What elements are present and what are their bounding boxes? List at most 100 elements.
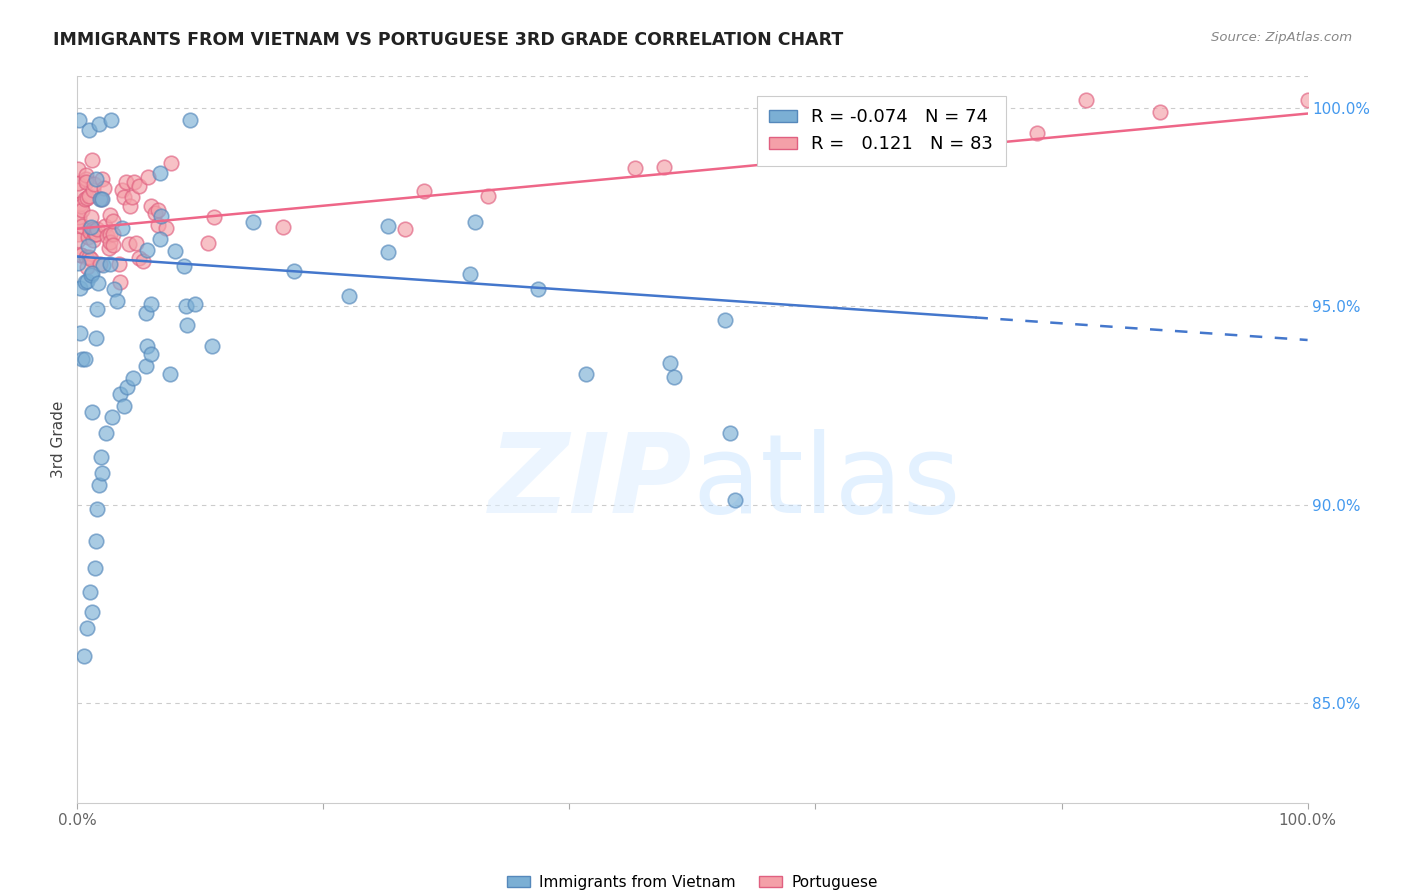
- Point: [273, 220, 295, 235]
- Point: [94, 426, 117, 441]
- Point: [67, 161, 90, 176]
- Point: [135, 306, 157, 320]
- Point: [173, 260, 195, 274]
- Point: [136, 339, 159, 353]
- Point: [135, 243, 157, 257]
- Point: [122, 175, 145, 189]
- Point: [337, 289, 360, 303]
- Point: [90, 192, 112, 206]
- Point: [86, 301, 108, 316]
- Point: [67, 112, 90, 127]
- Point: [84, 533, 107, 548]
- Point: [662, 370, 685, 384]
- Point: [79, 221, 101, 235]
- Point: [128, 252, 150, 266]
- Point: [165, 244, 187, 259]
- Point: [90, 450, 112, 465]
- Point: [76, 621, 98, 635]
- Point: [83, 223, 105, 237]
- Point: [179, 112, 201, 127]
- Point: [77, 229, 100, 244]
- Point: [143, 206, 166, 220]
- Text: atlas: atlas: [693, 429, 960, 536]
- Point: [70, 199, 93, 213]
- Point: [201, 339, 224, 353]
- Point: [93, 258, 115, 272]
- Point: [80, 605, 103, 619]
- Point: [75, 351, 97, 366]
- Point: [82, 183, 104, 197]
- Point: [70, 203, 93, 218]
- Point: [82, 233, 104, 247]
- Point: [159, 368, 181, 382]
- Point: [98, 235, 121, 249]
- Point: [75, 169, 97, 183]
- Point: [77, 189, 100, 203]
- Point: [111, 183, 134, 197]
- Point: [84, 171, 107, 186]
- Point: [202, 210, 225, 224]
- Point: [100, 112, 122, 127]
- Point: [67, 256, 90, 270]
- Point: [80, 266, 103, 280]
- Point: [659, 356, 682, 370]
- Point: [76, 274, 98, 288]
- Point: [69, 326, 91, 340]
- Point: [82, 222, 104, 236]
- Point: [114, 190, 136, 204]
- Point: [394, 222, 416, 236]
- Point: [575, 368, 598, 382]
- Point: [91, 466, 114, 480]
- Point: [70, 247, 93, 261]
- Point: [79, 585, 101, 599]
- Point: [66, 227, 89, 242]
- Point: [79, 225, 101, 239]
- Point: [952, 139, 974, 153]
- Point: [527, 282, 550, 296]
- Point: [73, 275, 96, 289]
- Point: [76, 239, 98, 253]
- Point: [87, 277, 110, 291]
- Point: [80, 252, 103, 266]
- Point: [86, 222, 108, 236]
- Point: [110, 275, 132, 289]
- Point: [75, 171, 97, 186]
- Point: [112, 399, 135, 413]
- Point: [117, 380, 139, 394]
- Point: [91, 172, 114, 186]
- Point: [118, 237, 141, 252]
- Point: [128, 178, 150, 193]
- Point: [105, 293, 128, 308]
- Point: [87, 478, 110, 492]
- Point: [1149, 104, 1171, 119]
- Point: [141, 199, 163, 213]
- Point: [724, 492, 747, 507]
- Point: [82, 153, 104, 168]
- Point: [160, 156, 183, 170]
- Point: [108, 257, 131, 271]
- Point: [103, 214, 125, 228]
- Point: [115, 175, 138, 189]
- Point: [73, 193, 96, 207]
- Text: Source: ZipAtlas.com: Source: ZipAtlas.com: [1212, 31, 1353, 45]
- Point: [714, 313, 737, 327]
- Point: [121, 190, 143, 204]
- Point: [1076, 93, 1098, 107]
- Point: [101, 227, 124, 241]
- Point: [464, 214, 486, 228]
- Point: [183, 297, 205, 311]
- Point: [652, 160, 675, 174]
- Point: [66, 183, 89, 197]
- Point: [718, 426, 741, 441]
- Point: [283, 264, 305, 278]
- Point: [75, 175, 97, 189]
- Point: [1296, 93, 1319, 107]
- Point: [100, 208, 122, 222]
- Point: [108, 386, 131, 401]
- Point: [66, 213, 89, 227]
- Point: [70, 352, 93, 367]
- Point: [458, 267, 481, 281]
- Point: [80, 405, 103, 419]
- Point: [98, 257, 121, 271]
- Point: [84, 331, 107, 345]
